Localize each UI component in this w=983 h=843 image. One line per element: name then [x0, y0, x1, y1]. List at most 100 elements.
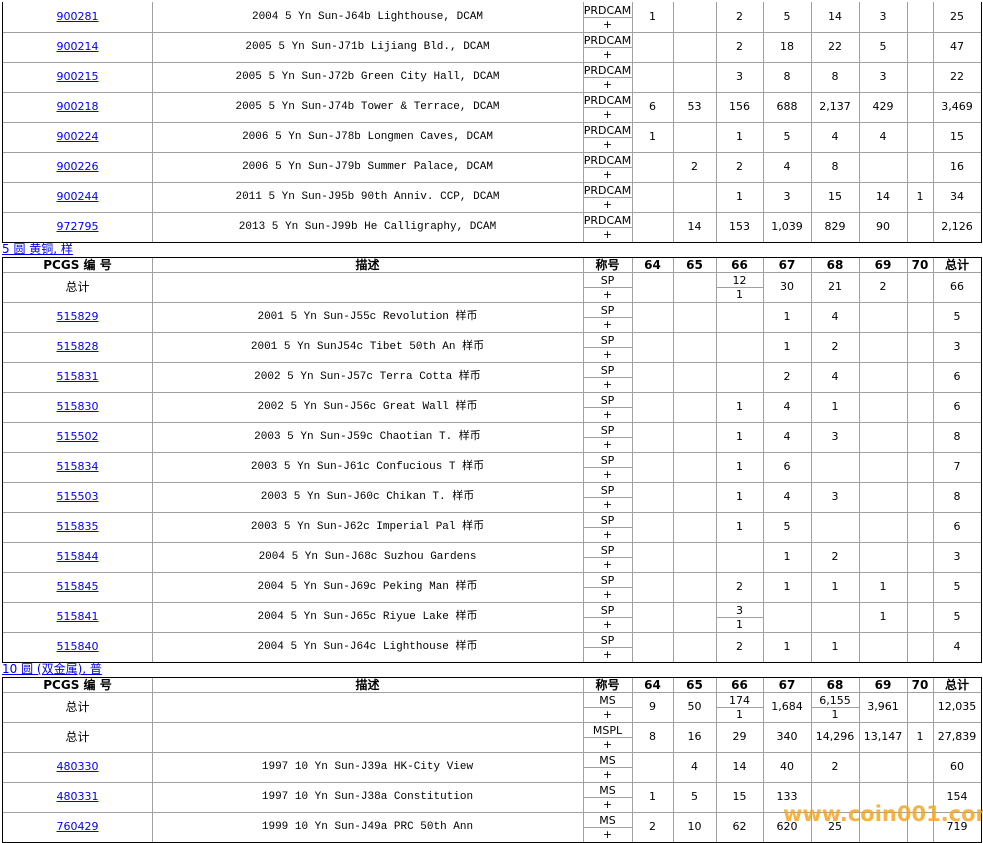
count: 8	[831, 160, 839, 173]
id-cell: 515844	[2, 542, 153, 573]
total: 25	[950, 10, 964, 23]
pcgs-link[interactable]: 515830	[56, 400, 99, 413]
header-text: 称号	[595, 678, 620, 692]
pcgs-link[interactable]: 515841	[56, 610, 99, 623]
total: 8	[953, 490, 961, 503]
header-cell: 67	[763, 677, 812, 693]
count-cell: 340	[763, 722, 812, 753]
count-cell	[673, 422, 717, 453]
count-cell	[632, 332, 674, 363]
designation-top: SP	[600, 454, 615, 467]
id-cell: 480330	[2, 752, 153, 783]
designation-cell: PRDCAM +	[583, 32, 633, 63]
pcgs-link[interactable]: 900224	[56, 130, 99, 143]
count: 30	[780, 280, 794, 293]
pcgs-link[interactable]: 760429	[56, 820, 99, 833]
pcgs-link[interactable]: 515844	[56, 550, 99, 563]
id-cell: 515834	[2, 452, 153, 483]
description-cell: 2001 5 Yn Sun-J55c Revolution 样币	[152, 302, 584, 333]
count: 4	[879, 130, 887, 143]
count-cell: 1	[763, 572, 812, 603]
cell-divider	[583, 707, 632, 708]
description: 1997 10 Yn Sun-J38a Constitution	[261, 791, 474, 803]
count-cell: 2	[673, 152, 717, 183]
pcgs-link[interactable]: 480331	[56, 790, 99, 803]
count: 1	[879, 610, 887, 623]
pcgs-link[interactable]: 480330	[56, 760, 99, 773]
description-cell: 2005 5 Yn Sun-J72b Green City Hall, DCAM	[152, 62, 584, 93]
count-cell: 15	[811, 182, 860, 213]
description: 2011 5 Yn Sun-J95b 90th Anniv. CCP, DCAM	[235, 191, 500, 203]
pcgs-link[interactable]: 515503	[56, 490, 99, 503]
count-cell: 2	[811, 542, 860, 573]
total-label: 总计	[65, 280, 90, 294]
count: 2	[649, 820, 656, 833]
section-label[interactable]: 10 圆 (双金属), 普	[2, 662, 102, 676]
count-cell: 4	[811, 362, 860, 393]
count-cell: 62	[716, 812, 764, 843]
count-cell	[907, 482, 934, 513]
designation-bottom: +	[602, 738, 613, 751]
pcgs-link[interactable]: 515829	[56, 310, 99, 323]
count-cell	[716, 302, 764, 333]
section-label[interactable]: 5 圆 黄铜, 样	[2, 242, 73, 256]
designation-cell: SP +	[583, 362, 633, 393]
designation-bottom: +	[602, 138, 613, 151]
count-cell	[673, 122, 717, 153]
count: 133	[776, 790, 798, 803]
count: 9	[649, 700, 656, 713]
header-cell: PCGS 编 号	[2, 257, 153, 273]
description-cell: 2001 5 Yn SunJ54c Tibet 50th An 样币	[152, 332, 584, 363]
pcgs-link[interactable]: 515845	[56, 580, 99, 593]
count: 1	[879, 580, 887, 593]
total-cell: 66	[933, 272, 982, 303]
cell-divider	[583, 527, 632, 528]
designation-bottom: +	[602, 48, 613, 61]
pcgs-link[interactable]: 515828	[56, 340, 99, 353]
pcgs-link[interactable]: 515834	[56, 460, 99, 473]
id-cell: 总计	[2, 722, 153, 753]
total-cell: 154	[933, 782, 982, 813]
total: 3	[953, 340, 961, 353]
pcgs-link[interactable]: 515831	[56, 370, 99, 383]
cell-divider	[583, 107, 632, 108]
designation-top: SP	[600, 304, 615, 317]
pcgs-link[interactable]: 900226	[56, 160, 99, 173]
count-cell: 13,147	[859, 722, 908, 753]
count-cell	[632, 32, 674, 63]
pcgs-link[interactable]: 515835	[56, 520, 99, 533]
designation-top: MSPL	[592, 724, 623, 737]
pcgs-link[interactable]: 515502	[56, 430, 99, 443]
count-cell: 4	[811, 302, 860, 333]
total: 12,035	[937, 700, 977, 713]
count: 1,039	[771, 220, 803, 233]
total-label: 总计	[65, 700, 90, 714]
id-cell: 总计	[2, 272, 153, 303]
cell-divider	[583, 167, 632, 168]
total: 6	[953, 400, 961, 413]
pcgs-link[interactable]: 515840	[56, 640, 99, 653]
pcgs-link[interactable]: 900281	[56, 10, 99, 23]
designation-cell: PRDCAM +	[583, 212, 633, 243]
pcgs-link[interactable]: 900244	[56, 190, 99, 203]
pcgs-link[interactable]: 900218	[56, 100, 99, 113]
designation-cell: SP +	[583, 422, 633, 453]
cell-divider	[583, 437, 632, 438]
description-cell: 2006 5 Yn Sun-J78b Longmen Caves, DCAM	[152, 122, 584, 153]
pcgs-link[interactable]: 900215	[56, 70, 99, 83]
count-cell: 2	[763, 362, 812, 393]
pcgs-link[interactable]: 900214	[56, 40, 99, 53]
description-cell: 1997 10 Yn Sun-J38a Constitution	[152, 782, 584, 813]
count-cell: 12 1	[716, 272, 764, 303]
count-cell: 14	[811, 2, 860, 33]
count-cell: 5	[763, 122, 812, 153]
total-cell: 3	[933, 332, 982, 363]
count-cell	[673, 602, 717, 633]
count-cell	[673, 362, 717, 393]
description-cell: 2004 5 Yn Sun-J68c Suzhou Gardens	[152, 542, 584, 573]
cell-divider	[583, 377, 632, 378]
description-cell: 2011 5 Yn Sun-J95b 90th Anniv. CCP, DCAM	[152, 182, 584, 213]
pcgs-link[interactable]: 972795	[56, 220, 99, 233]
header-text: 65	[686, 678, 703, 692]
id-cell: 515835	[2, 512, 153, 543]
